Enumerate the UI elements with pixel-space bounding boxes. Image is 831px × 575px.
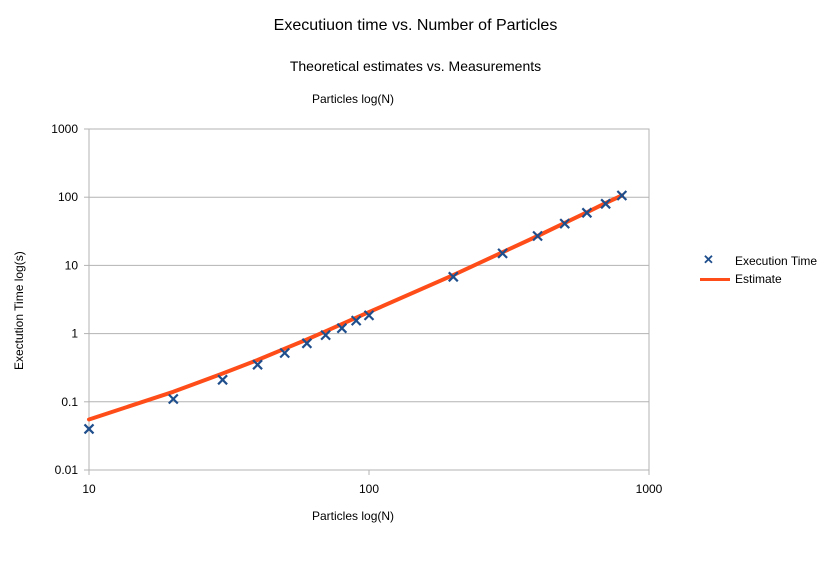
plot-frame [88,128,650,471]
top-axis-label: Particles log(N) [312,92,395,106]
legend-line-icon [700,272,730,286]
data-point-execution-time [497,248,508,259]
chart-subtitle: Theoretical estimates vs. Measurements [289,58,542,74]
data-point-execution-time [350,315,362,326]
x-axis-title: Particles log(N) [312,509,395,523]
legend-entry-estimate: Estimate [700,270,817,288]
legend-entry-execution-time: ✕ Execution Time [700,252,817,270]
data-point-execution-time [83,423,95,435]
data-point-execution-time [559,218,570,229]
data-point-execution-time [320,329,331,341]
y-tick-label: 1 [71,327,78,341]
chart-title: Executiuon time vs. Number of Particles [273,17,558,34]
legend: ✕ Execution Time Estimate [700,252,817,288]
x-tick-label: 1000 [636,482,663,496]
data-point-execution-time [600,198,611,210]
legend-marker-icon: ✕ [703,252,714,267]
data-point-execution-time [448,271,459,283]
y-tick-label: 0.01 [55,463,79,477]
data-point-execution-time [336,322,348,334]
legend-label-estimate: Estimate [735,272,782,286]
data-point-execution-time [301,338,313,349]
y-tick-label: 10 [65,258,79,272]
legend-label-execution-time: Execution Time [735,254,818,268]
data-point-execution-time [252,359,263,370]
y-tick-label: 100 [58,190,78,204]
data-point-execution-time [581,207,593,219]
y-axis-title: Exectution Time log(s) [12,251,26,370]
y-tick-label: 0.1 [61,395,78,409]
x-tick-label: 100 [359,482,379,496]
y-tick-label: 1000 [51,122,78,136]
data-point-execution-time [532,230,543,242]
data-point-execution-time [363,310,375,321]
data-point-execution-time [168,393,179,405]
estimate-line [87,193,624,422]
data-point-execution-time [279,347,290,359]
data-point-execution-time [217,374,228,386]
data-point-execution-time [616,190,628,201]
x-tick-label: 10 [82,482,96,496]
